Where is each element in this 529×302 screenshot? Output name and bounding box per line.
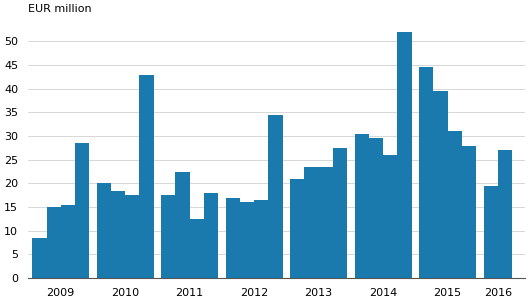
- Bar: [304, 167, 318, 278]
- Bar: [204, 193, 218, 278]
- Bar: [75, 143, 89, 278]
- Text: EUR million: EUR million: [28, 4, 92, 14]
- Bar: [111, 191, 125, 278]
- Bar: [190, 219, 204, 278]
- Bar: [161, 195, 176, 278]
- Bar: [61, 205, 75, 278]
- Bar: [290, 179, 304, 278]
- Bar: [254, 200, 268, 278]
- Bar: [240, 202, 254, 278]
- Bar: [448, 131, 462, 278]
- Bar: [32, 238, 47, 278]
- Bar: [140, 75, 153, 278]
- Bar: [333, 148, 347, 278]
- Bar: [369, 138, 383, 278]
- Bar: [97, 183, 111, 278]
- Bar: [397, 32, 412, 278]
- Bar: [484, 186, 498, 278]
- Bar: [462, 146, 476, 278]
- Bar: [268, 115, 282, 278]
- Bar: [318, 167, 333, 278]
- Bar: [226, 198, 240, 278]
- Bar: [354, 134, 369, 278]
- Bar: [383, 155, 397, 278]
- Bar: [176, 172, 190, 278]
- Bar: [433, 91, 448, 278]
- Bar: [498, 150, 512, 278]
- Bar: [419, 67, 433, 278]
- Bar: [125, 195, 140, 278]
- Bar: [47, 207, 61, 278]
